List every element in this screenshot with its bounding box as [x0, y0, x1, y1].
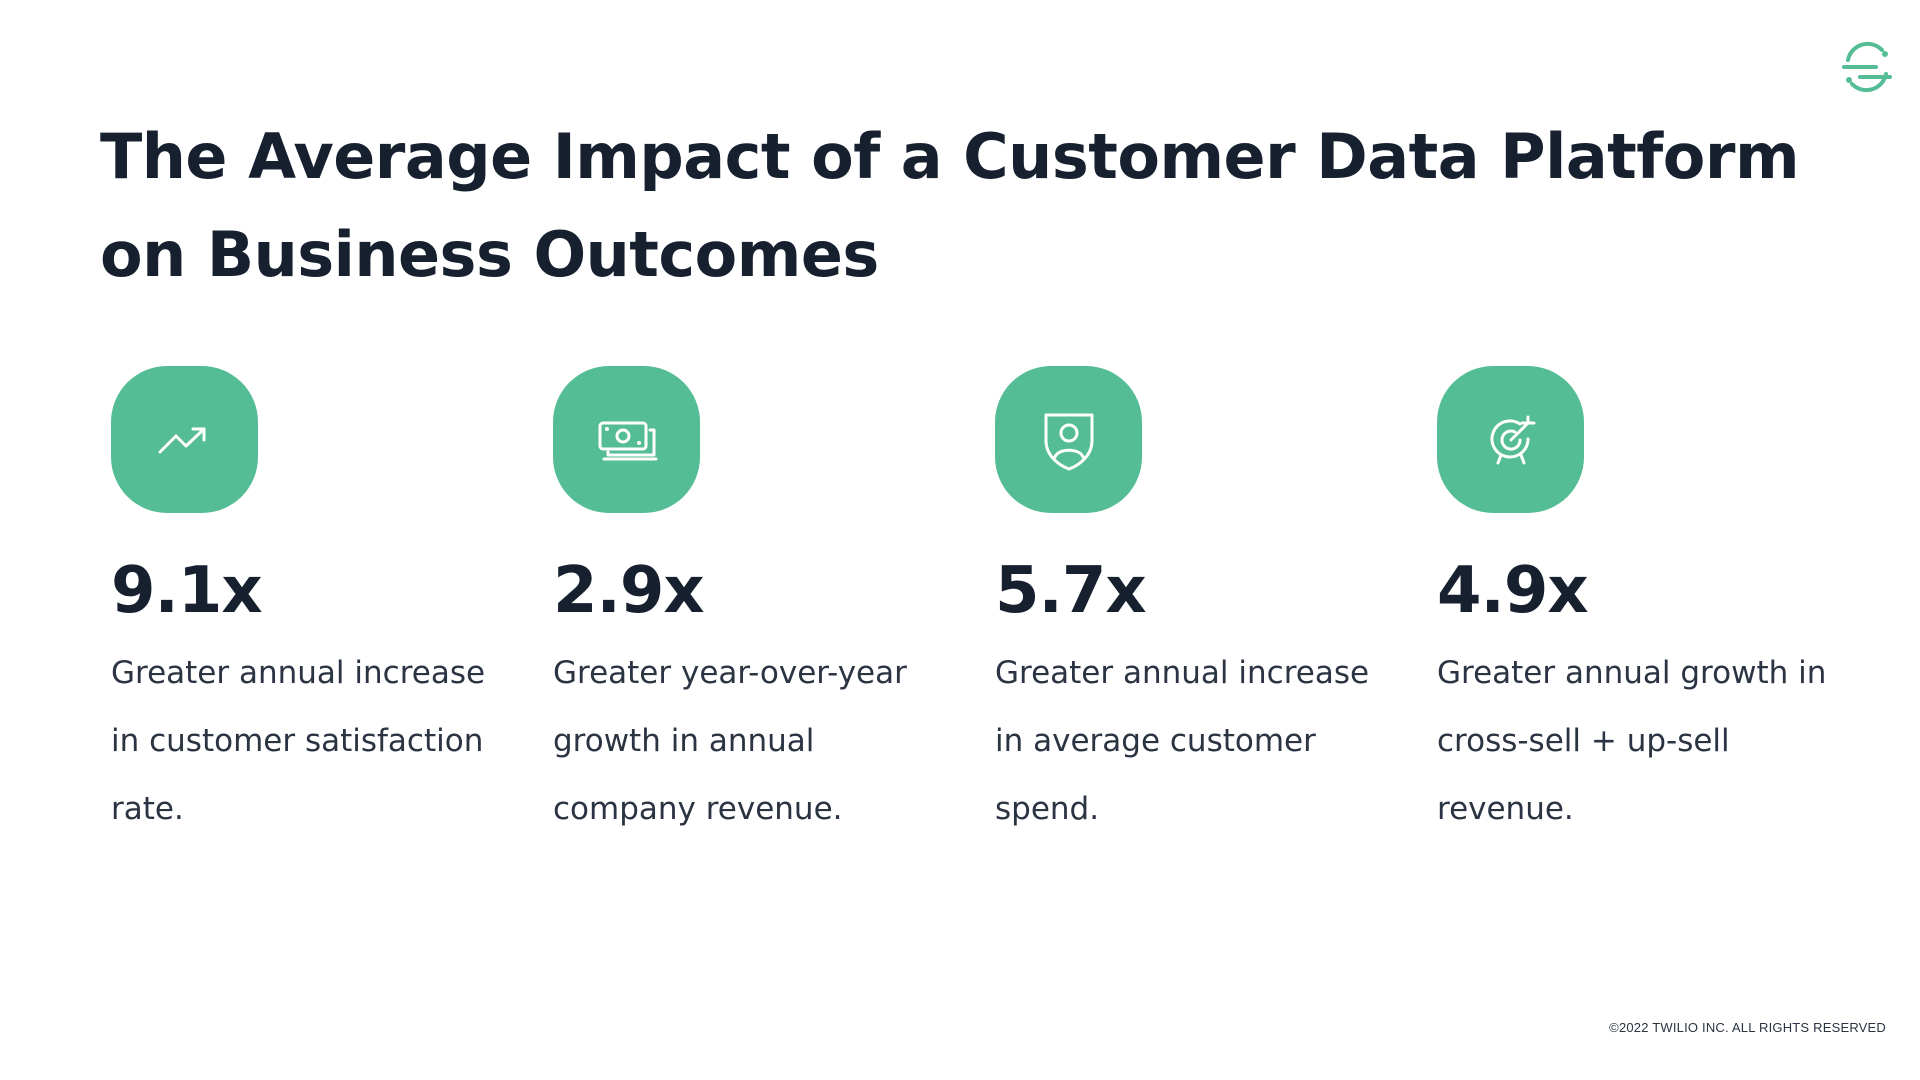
- stat-card-customer-spend: 5.7x Greater annual increase in average …: [995, 366, 1415, 843]
- stats-row: 9.1x Greater annual increase in customer…: [0, 366, 1920, 866]
- page-title: The Average Impact of a Customer Data Pl…: [100, 120, 1800, 291]
- stat-description: Greater year-over-year growth in annual …: [553, 655, 907, 827]
- stat-value: 2.9x: [553, 554, 705, 628]
- stat-description: Greater annual increase in average custo…: [995, 655, 1370, 827]
- money-bills-icon: [553, 366, 700, 513]
- stat-value: 4.9x: [1437, 554, 1589, 628]
- stat-value: 5.7x: [995, 554, 1147, 628]
- copyright-notice: ©2022 TWILIO INC. ALL RIGHTS RESERVED: [1609, 1020, 1886, 1035]
- stat-card-company-revenue: 2.9x Greater year-over-year growth in an…: [553, 366, 973, 843]
- trending-up-icon: [111, 366, 258, 513]
- stat-card-customer-satisfaction: 9.1x Greater annual increase in customer…: [111, 366, 531, 843]
- segment-logo-icon: [1840, 40, 1894, 94]
- stat-value: 9.1x: [111, 554, 263, 628]
- user-shield-icon: [995, 366, 1142, 513]
- stat-description: Greater annual increase in customer sati…: [111, 655, 486, 827]
- stat-card-cross-sell-revenue: 4.9x Greater annual growth in cross-sell…: [1437, 366, 1857, 843]
- stat-description: Greater annual growth in cross-sell + up…: [1437, 655, 1827, 827]
- target-arrow-icon: [1437, 366, 1584, 513]
